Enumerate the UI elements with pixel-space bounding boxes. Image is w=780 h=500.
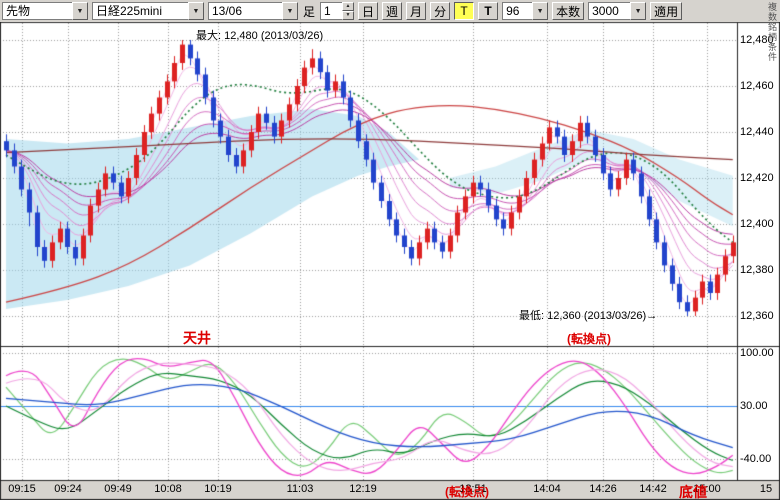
min-price-annotation: 最低: 12,360 (2013/03/26)→ xyxy=(519,310,658,322)
symbol-select[interactable]: 日経225mini ▼ xyxy=(92,2,204,20)
signal-annotation: (転換点) xyxy=(567,332,611,346)
price-tick-label: 12,440 xyxy=(740,126,774,138)
symbol-value: 日経225mini xyxy=(92,2,188,20)
time-axis-label: 14:04 xyxy=(533,483,561,495)
price-tick-label: 12,400 xyxy=(740,218,774,230)
signal-annotation: 天井 xyxy=(183,330,211,346)
period-week-button[interactable]: 週 xyxy=(382,2,403,20)
contract-month-select[interactable]: 13/06 ▼ xyxy=(208,2,298,20)
tick-count-value: 96 xyxy=(502,2,533,20)
time-axis-label: 13:51 xyxy=(459,483,487,495)
spin-up-icon[interactable]: ▲ xyxy=(342,2,355,11)
max-price-annotation: 最大: 12,480 (2013/03/26) xyxy=(196,30,324,42)
chevron-down-icon[interactable]: ▼ xyxy=(72,2,88,20)
oscillator-tick-label: 100.00 xyxy=(740,347,774,359)
bars-count-value: 3000 xyxy=(588,2,631,20)
time-axis-label: 14:42 xyxy=(639,483,667,495)
price-tick-label: 12,360 xyxy=(740,310,774,322)
time-axis-label: 15 xyxy=(759,483,773,495)
price-tick-label: 12,460 xyxy=(740,80,774,92)
price-tick-label: 12,380 xyxy=(740,264,774,276)
time-axis-label: 15:00 xyxy=(693,483,721,495)
tick-count-select[interactable]: 96 ▼ xyxy=(502,2,549,20)
oscillator-tick-label: -40.00 xyxy=(740,453,772,465)
time-axis-label: 11:03 xyxy=(286,483,314,495)
bars-count-select[interactable]: 3000 ▼ xyxy=(588,2,647,20)
chevron-down-icon[interactable]: ▼ xyxy=(282,2,298,20)
contract-month-value: 13/06 xyxy=(208,2,282,20)
time-axis-label: 12:19 xyxy=(349,483,377,495)
instrument-type-value: 先物 xyxy=(2,2,72,20)
spin-down-icon[interactable]: ▼ xyxy=(342,11,355,20)
time-axis-label: 09:49 xyxy=(104,483,132,495)
price-tick-label: 12,480 xyxy=(740,34,774,46)
instrument-type-select[interactable]: 先物 ▼ xyxy=(2,2,88,20)
timeframe-label: 足 xyxy=(303,4,316,19)
price-tick-label: 12,420 xyxy=(740,172,774,184)
time-axis-label: 10:08 xyxy=(154,483,182,495)
chevron-down-icon[interactable]: ▼ xyxy=(630,2,647,20)
chevron-down-icon[interactable]: ▼ xyxy=(188,2,204,20)
time-axis-label: 14:26 xyxy=(589,483,617,495)
interval-value: 1 xyxy=(320,2,343,20)
interval-spinner[interactable]: 1 ▲ ▼ xyxy=(320,2,355,20)
right-edge-vertical-label: 複数銘柄条件 xyxy=(767,2,777,62)
toolbar: 先物 ▼ 日経225mini ▼ 13/06 ▼ 足 1 ▲ ▼ 日 週 月 分… xyxy=(0,0,780,22)
oscillator-tick-label: 30.00 xyxy=(740,400,768,412)
period-minute-button[interactable]: 分 xyxy=(430,2,451,20)
chevron-down-icon[interactable]: ▼ xyxy=(532,2,549,20)
time-axis-label: 09:15 xyxy=(8,483,36,495)
period-month-button[interactable]: 月 xyxy=(406,2,427,20)
signal-annotation: 底値 xyxy=(679,484,707,500)
tick-label-button[interactable]: T xyxy=(478,2,499,20)
period-day-button[interactable]: 日 xyxy=(358,2,379,20)
bars-count-button[interactable]: 本数 xyxy=(552,2,585,20)
signal-annotation: (転換点) xyxy=(445,485,489,499)
tick-mode-button[interactable]: T xyxy=(454,2,475,20)
time-axis-label: 09:24 xyxy=(54,483,82,495)
apply-button[interactable]: 適用 xyxy=(650,2,683,20)
time-axis-label: 10:19 xyxy=(204,483,232,495)
